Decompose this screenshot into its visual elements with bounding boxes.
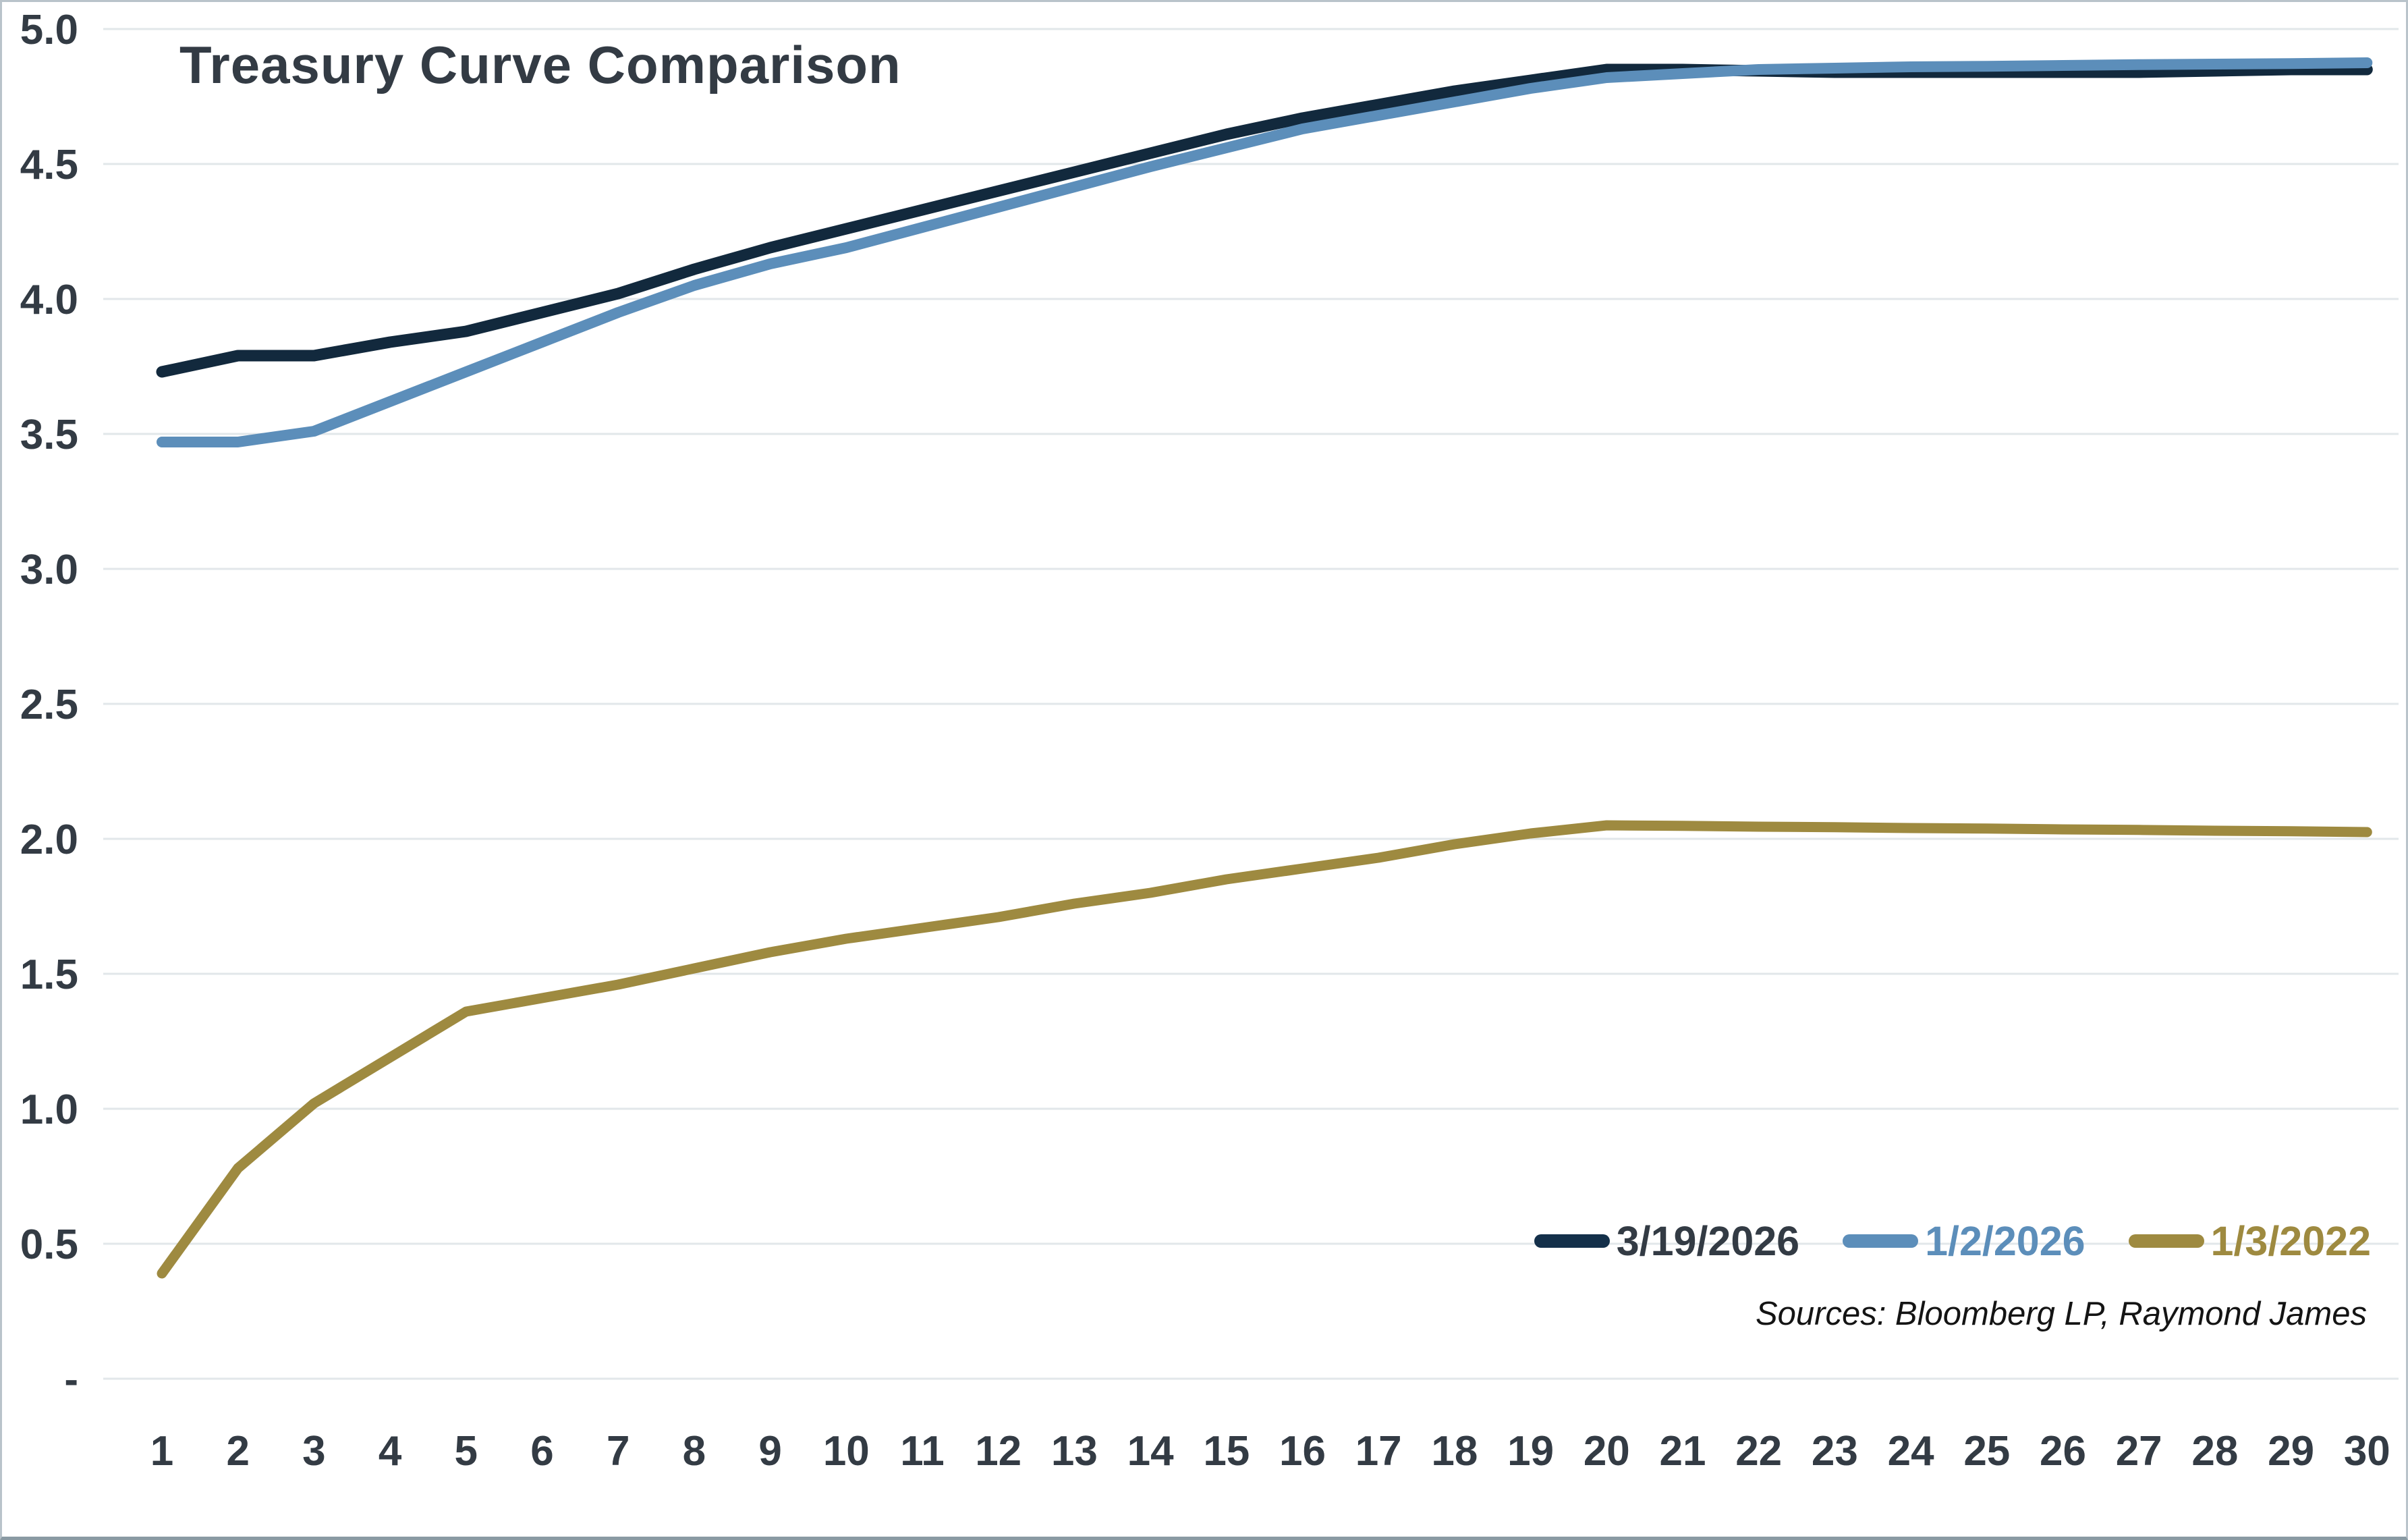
y-tick-label: 4.5: [20, 142, 78, 188]
x-tick-label: 15: [1203, 1428, 1250, 1475]
legend-label: 3/19/2026: [1616, 1218, 1800, 1264]
x-tick-label: 23: [1812, 1428, 1858, 1475]
x-tick-label: 17: [1355, 1428, 1402, 1475]
y-tick-label: 1.5: [20, 952, 78, 998]
y-tick-label: 2.0: [20, 817, 78, 863]
x-tick-label: 19: [1507, 1428, 1554, 1475]
series-lines-group: [156, 57, 2373, 1279]
x-tick-label: 24: [1888, 1428, 1934, 1475]
legend-swatch: [1843, 1234, 1919, 1248]
legend: 3/19/2026 1/2/2026 1/3/2022: [1491, 1217, 2371, 1265]
series-line-3-19-2026: [156, 63, 2373, 378]
y-tick-label: 5.0: [20, 7, 78, 53]
x-tick-label: 22: [1735, 1428, 1782, 1475]
series-line-1-3-2022: [157, 820, 2372, 1279]
x-tick-label: 25: [1963, 1428, 2010, 1475]
x-tick-label: 18: [1431, 1428, 1478, 1475]
x-tick-label: 5: [455, 1428, 478, 1475]
x-tick-label: 1: [150, 1428, 173, 1475]
y-tick-label: 4.0: [20, 277, 78, 323]
y-tick-label: 0.5: [20, 1221, 78, 1268]
gridlines-group: [103, 28, 2399, 1380]
x-tick-label: 16: [1279, 1428, 1326, 1475]
x-tick-label: 13: [1051, 1428, 1098, 1475]
sources-note: Sources: Bloomberg LP, Raymond James: [1755, 1296, 2367, 1332]
x-tick-label: 20: [1584, 1428, 1630, 1475]
chart-title: Treasury Curve Comparison: [179, 35, 901, 94]
legend-swatch: [1534, 1234, 1610, 1248]
legend-item: 1/3/2022: [2128, 1217, 2371, 1265]
legend-label: 1/3/2022: [2210, 1218, 2371, 1264]
y-tick-label: 1.0: [20, 1087, 78, 1133]
legend-label: 1/2/2026: [1925, 1218, 2085, 1264]
x-tick-label: 7: [607, 1428, 629, 1475]
x-tick-label: 2: [226, 1428, 249, 1475]
legend-swatch: [2128, 1234, 2204, 1248]
y-tick-label: 2.5: [20, 682, 78, 728]
x-tick-label: 26: [2040, 1428, 2086, 1475]
legend-item: 3/19/2026: [1534, 1217, 1799, 1265]
x-tick-label: 3: [302, 1428, 325, 1475]
y-tick-label: 3.5: [20, 412, 78, 458]
y-tick-label: -: [64, 1356, 78, 1403]
x-tick-label: 11: [900, 1428, 945, 1475]
x-tick-label: 6: [530, 1428, 553, 1475]
x-tick-label: 9: [758, 1428, 781, 1475]
legend-item: 1/2/2026: [1843, 1217, 2085, 1265]
x-tick-label: 30: [2344, 1428, 2390, 1475]
x-tick-label: 4: [379, 1428, 402, 1475]
series-line-1-2-2026: [157, 57, 2373, 447]
x-tick-label: 14: [1127, 1428, 1174, 1475]
x-tick-label: 10: [823, 1428, 870, 1475]
x-tick-label: 8: [683, 1428, 706, 1475]
x-tick-label: 29: [2268, 1428, 2314, 1475]
x-tick-label: 27: [2116, 1428, 2162, 1475]
x-axis-labels: 1 2 3 4 5 6 7 8 9 10 11 12 13 14 15 16 17 18 19 20 21 22 23 24 2…: [150, 1428, 2390, 1475]
y-tick-label: 3.0: [20, 547, 78, 593]
x-tick-label: 28: [2191, 1428, 2238, 1475]
x-tick-label: 21: [1660, 1428, 1706, 1475]
x-tick-label: 12: [975, 1428, 1021, 1475]
y-axis-labels: 5.0 4.5 4.0 3.5 3.0 2.5 2.0 1.5 1.0 0.5 -: [20, 7, 78, 1403]
